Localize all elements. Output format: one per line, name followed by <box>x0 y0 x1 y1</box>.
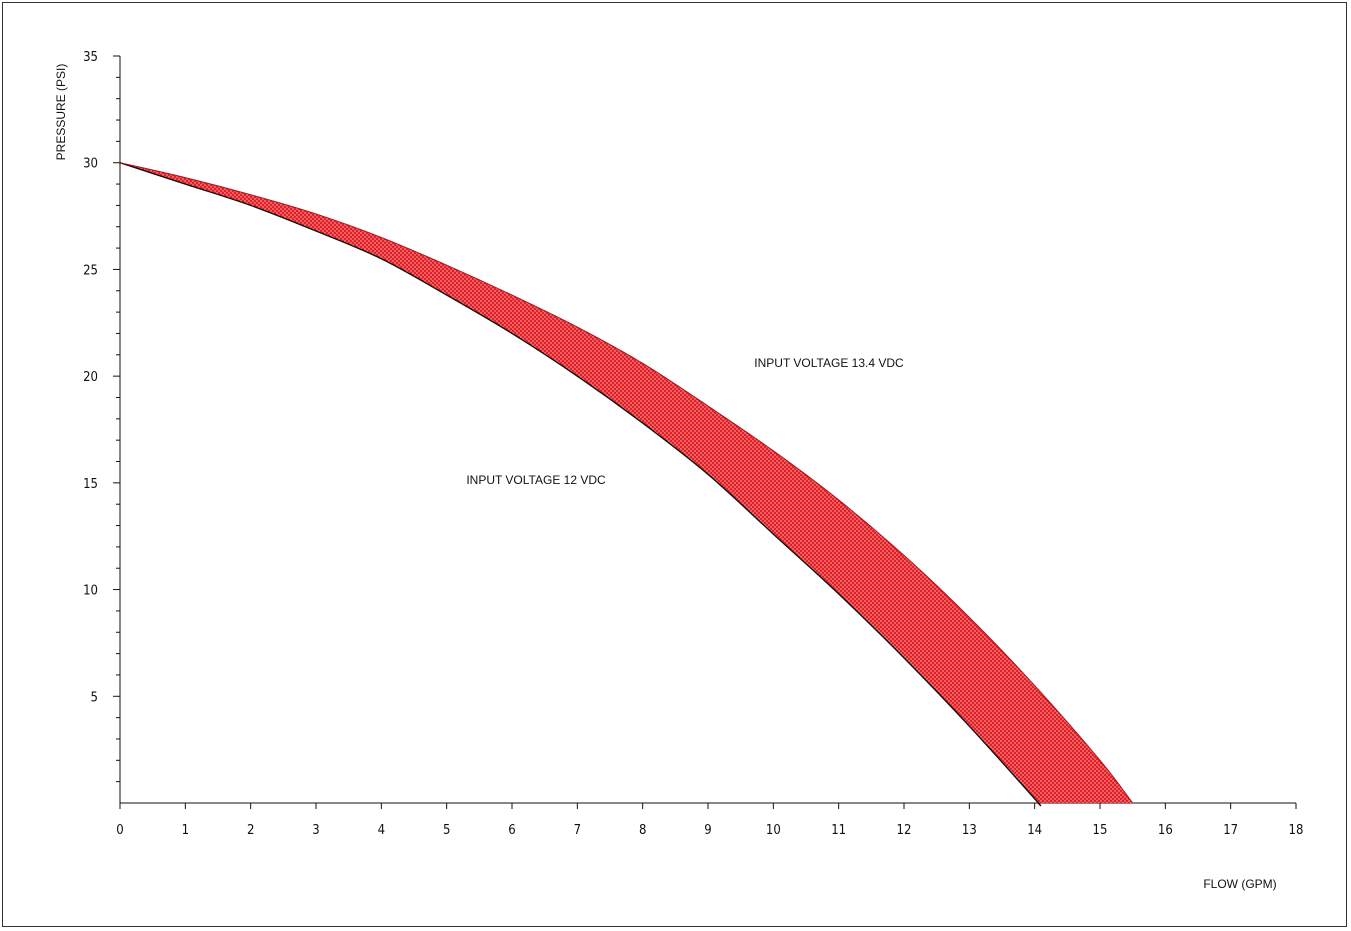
series-line-13-4vdc <box>119 162 1134 804</box>
x-tick-label: 9 <box>704 823 711 838</box>
x-tick-label: 16 <box>1158 823 1173 838</box>
y-tick-label: 10 <box>83 584 98 599</box>
x-tick-label: 1 <box>182 823 189 838</box>
y-tick-label: 15 <box>83 477 98 492</box>
x-tick-label: 12 <box>897 823 912 838</box>
annotation-13-4vdc: INPUT VOLTAGE 13.4 VDC <box>754 356 904 370</box>
series-lines <box>119 162 1134 807</box>
x-tick-label: 14 <box>1027 823 1042 838</box>
x-tick-label: 2 <box>247 823 254 838</box>
x-tick-label: 10 <box>766 823 781 838</box>
y-tick-label: 20 <box>83 370 98 385</box>
performance-band-fill <box>120 162 1133 806</box>
x-tick-label: 5 <box>443 823 450 838</box>
x-tick-label: 3 <box>312 823 319 838</box>
x-tick-label: 13 <box>962 823 977 838</box>
x-tick-label: 6 <box>508 823 515 838</box>
x-tick-label: 8 <box>639 823 646 838</box>
series-line-12vdc <box>119 162 1042 807</box>
x-tick-label: 18 <box>1289 823 1304 838</box>
x-axis-title: FLOW (GPM) <box>1203 877 1276 891</box>
y-tick-label: 25 <box>83 263 98 278</box>
x-tick-label: 11 <box>831 823 846 838</box>
y-tick-label: 35 <box>83 50 98 65</box>
x-tick-label: 17 <box>1223 823 1238 838</box>
x-tick-label: 0 <box>116 823 123 838</box>
x-tick-label: 15 <box>1093 823 1108 838</box>
annotation-12vdc: INPUT VOLTAGE 12 VDC <box>466 473 606 487</box>
y-tick-label: 5 <box>91 690 98 705</box>
performance-band <box>120 162 1133 806</box>
x-tick-label: 4 <box>378 823 385 838</box>
x-tick-label: 7 <box>574 823 581 838</box>
y-tick-label: 30 <box>83 157 98 172</box>
y-axis-title: PRESSURE (PSI) <box>54 64 68 161</box>
